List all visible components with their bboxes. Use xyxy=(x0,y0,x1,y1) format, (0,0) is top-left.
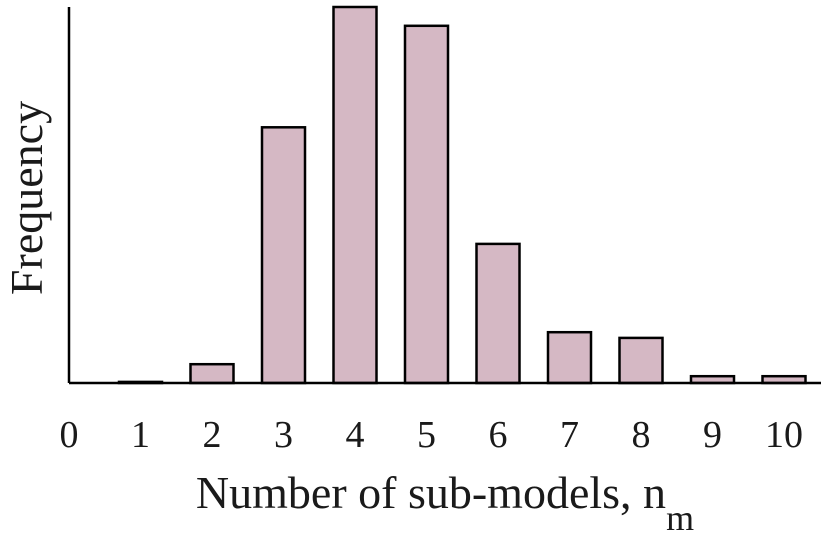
bar-7 xyxy=(546,330,593,385)
x-tick-label-3: 3 xyxy=(274,414,293,456)
x-tick-label-5: 5 xyxy=(417,414,436,456)
bar-3 xyxy=(260,126,307,385)
x-tick-label-1: 1 xyxy=(131,414,150,456)
x-tick-label-6: 6 xyxy=(489,414,508,456)
x-tick-label-4: 4 xyxy=(346,414,365,456)
x-tick-labels: 0 1 2 3 4 5 6 7 8 9 10 xyxy=(60,414,804,456)
bars-group xyxy=(117,5,807,385)
x-tick-label-0: 0 xyxy=(60,414,79,456)
bar-5 xyxy=(403,24,450,385)
x-tick-label-8: 8 xyxy=(632,414,651,456)
x-tick-label-2: 2 xyxy=(203,414,222,456)
bar-2 xyxy=(189,362,235,385)
x-tick-label-7: 7 xyxy=(560,414,579,456)
x-axis-label-subscript: m xyxy=(666,498,694,538)
bar-8 xyxy=(618,336,664,385)
bar-6 xyxy=(475,242,521,385)
x-tick-label-10: 10 xyxy=(765,414,803,456)
x-axis-label: Number of sub-models, nm xyxy=(196,467,694,538)
x-axis-label-main: Number of sub-models, n xyxy=(196,467,666,518)
y-axis-label: Frequency xyxy=(1,101,52,295)
x-tick-label-9: 9 xyxy=(703,414,722,456)
bar-4 xyxy=(332,5,378,385)
